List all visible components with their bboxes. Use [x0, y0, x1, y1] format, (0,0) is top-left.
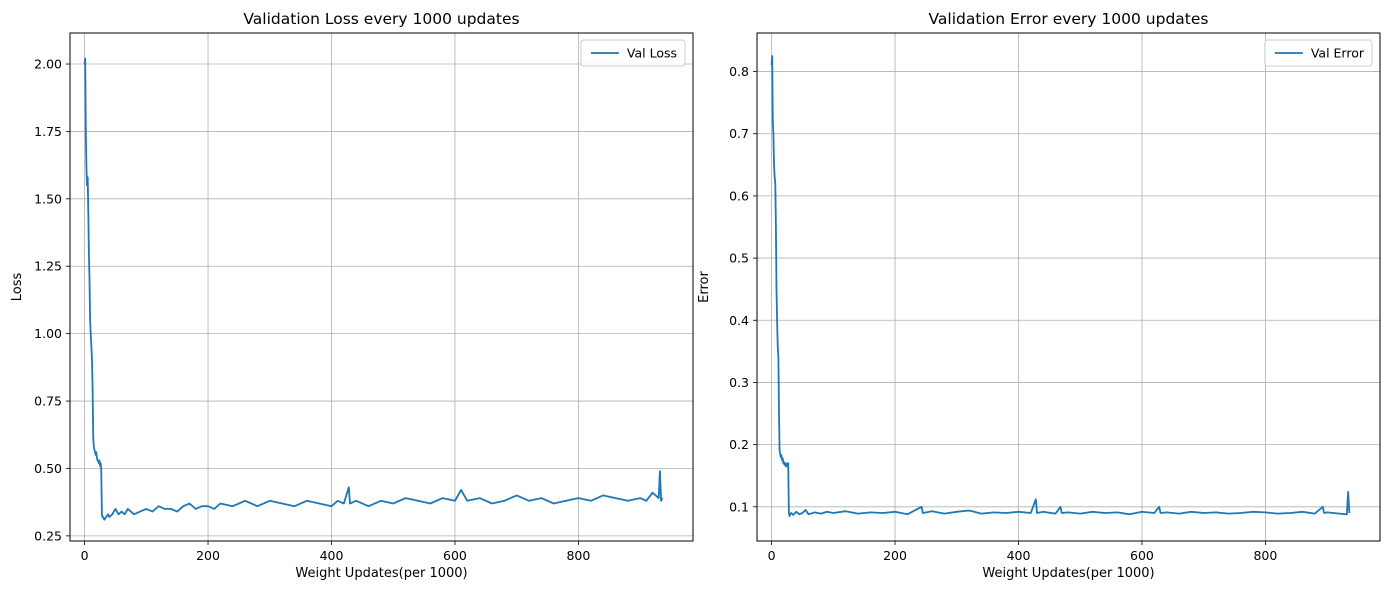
loss-chart-title: Validation Loss every 1000 updates — [243, 10, 519, 28]
loss-y-tick-label: 1.25 — [34, 259, 62, 274]
error-y-tick-label: 0.6 — [729, 188, 749, 203]
error-x-tick-label: 400 — [1007, 548, 1031, 563]
loss-y-tick-label: 0.75 — [34, 394, 62, 409]
error-x-tick-label: 800 — [1253, 548, 1277, 563]
error-y-tick-label: 0.4 — [729, 313, 749, 328]
loss-y-tick-label: 1.00 — [34, 326, 62, 341]
error-legend-box — [1264, 39, 1373, 67]
loss-y-tick-label: 2.00 — [34, 57, 62, 72]
error-y-tick-label: 0.3 — [729, 375, 749, 390]
loss-series-line — [83, 57, 664, 521]
loss-axes-frame — [69, 32, 694, 542]
error-y-axis-label: Error — [697, 271, 712, 303]
error-legend: Val Error — [1264, 39, 1373, 67]
error-x-ticks: 0 200 400 600 800 — [768, 541, 1277, 563]
error-y-tick-label: 0.1 — [729, 499, 749, 514]
error-x-tick-label: 200 — [883, 548, 907, 563]
error-grid — [757, 33, 1380, 541]
loss-y-axis-label: Loss — [10, 273, 25, 302]
error-y-tick-label: 0.7 — [729, 126, 749, 141]
loss-y-ticks: 0.25 0.50 0.75 1.00 1.25 1.50 1.75 2.00 — [34, 57, 70, 543]
loss-subplot: 0 200 400 600 800 0.25 0.50 0.75 1.00 1.25 1.50 1.… — [10, 10, 694, 581]
loss-legend-box — [580, 39, 686, 67]
loss-legend: Val Loss — [580, 39, 686, 67]
loss-y-tick-label: 0.50 — [34, 461, 62, 476]
loss-y-tick-label: 1.50 — [34, 191, 62, 206]
error-x-tick-label: 0 — [768, 548, 776, 563]
error-axes-frame — [756, 32, 1381, 542]
loss-x-tick-label: 0 — [81, 548, 89, 563]
error-series-line — [770, 55, 1351, 517]
error-y-tick-label: 0.5 — [729, 251, 749, 266]
loss-x-axis-label: Weight Updates(per 1000) — [295, 566, 467, 581]
error-y-tick-label: 0.2 — [729, 437, 749, 452]
loss-y-tick-label: 1.75 — [34, 124, 62, 139]
error-subplot: 0 200 400 600 800 0.1 0.2 0.3 0.4 0.5 0.6 0.7 0.8 V… — [697, 10, 1381, 581]
loss-x-tick-label: 800 — [566, 548, 590, 563]
loss-legend-label: Val Loss — [627, 46, 677, 61]
error-chart-title: Validation Error every 1000 updates — [929, 10, 1209, 28]
error-y-tick-label: 0.8 — [729, 64, 749, 79]
loss-series-group — [83, 57, 664, 521]
error-x-axis-label: Weight Updates(per 1000) — [982, 566, 1154, 581]
error-legend-label: Val Error — [1311, 46, 1365, 61]
error-series-group — [770, 55, 1351, 517]
loss-x-tick-label: 400 — [320, 548, 344, 563]
error-y-ticks: 0.1 0.2 0.3 0.4 0.5 0.6 0.7 0.8 — [729, 64, 757, 514]
loss-x-tick-label: 200 — [196, 548, 220, 563]
loss-x-ticks: 0 200 400 600 800 — [81, 541, 590, 563]
loss-y-tick-label: 0.25 — [34, 528, 62, 543]
loss-x-tick-label: 600 — [443, 548, 467, 563]
error-x-tick-label: 600 — [1130, 548, 1154, 563]
